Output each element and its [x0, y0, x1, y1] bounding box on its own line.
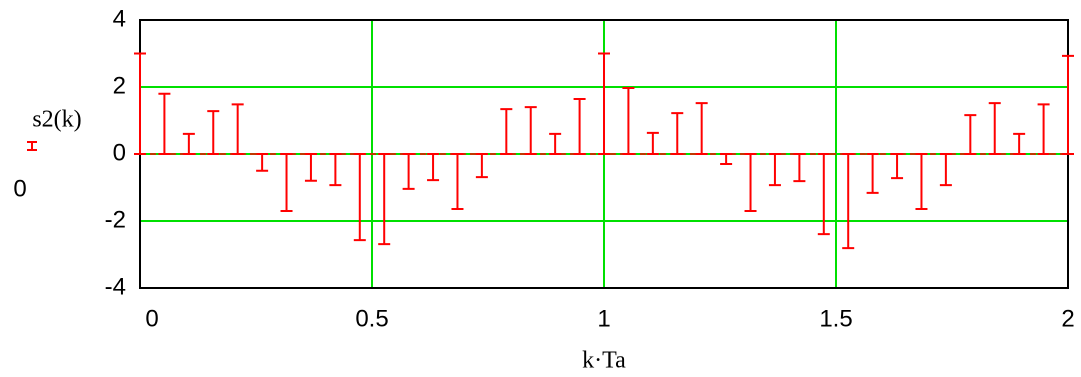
stem [891, 153, 904, 180]
stem [1062, 54, 1074, 155]
stem [695, 102, 708, 155]
stem [915, 153, 928, 210]
y-tick-label: -2 [105, 206, 126, 233]
x-tick-label: 1.5 [819, 305, 852, 332]
stem [500, 108, 513, 155]
y-tick-label: 0 [113, 139, 126, 166]
stem [988, 102, 1001, 155]
stem [451, 153, 464, 210]
stem [134, 52, 146, 155]
stem [939, 153, 952, 187]
stem [1013, 132, 1026, 155]
stem [793, 153, 806, 183]
stem [768, 153, 781, 187]
stem [671, 112, 684, 155]
stem [427, 153, 440, 182]
stem [256, 153, 269, 172]
y-tick-label: 2 [113, 72, 126, 99]
stem [598, 52, 610, 155]
stem [329, 153, 342, 187]
stem [842, 153, 855, 250]
stem [280, 153, 293, 212]
x-tick-label: 2 [1061, 305, 1074, 332]
stem [158, 92, 171, 155]
y-axis-label: s2(k) [32, 107, 81, 133]
stem [646, 131, 659, 155]
x-tick-label: 0 [145, 305, 158, 332]
stem [1037, 103, 1050, 155]
stem [353, 153, 366, 242]
stem [475, 153, 488, 179]
stem [231, 103, 244, 155]
stem [744, 153, 757, 212]
y-tick-label: 4 [113, 5, 126, 32]
stem [378, 153, 391, 246]
legend-marker [27, 141, 37, 151]
stem [817, 153, 830, 236]
stem [304, 153, 317, 182]
x-tick-label: 1 [597, 305, 610, 332]
stem [524, 106, 537, 155]
reference-legend-label: 0 [13, 175, 26, 202]
stem [964, 114, 977, 155]
stem [402, 153, 415, 190]
y-tick-label: -4 [105, 273, 126, 300]
stem [866, 153, 879, 194]
stem [622, 87, 635, 155]
stem [549, 132, 562, 155]
x-tick-label: 0.5 [355, 305, 388, 332]
stem [573, 98, 586, 155]
x-axis-label: k·Ta [582, 348, 626, 374]
stem [720, 153, 733, 166]
stem [207, 110, 220, 155]
stem [182, 132, 195, 155]
